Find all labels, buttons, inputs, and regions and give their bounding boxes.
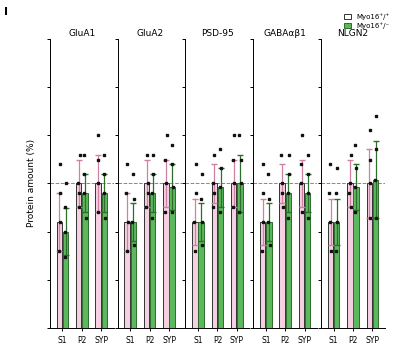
Bar <box>299 184 304 360</box>
Y-axis label: Protein amount (%): Protein amount (%) <box>27 139 36 228</box>
Bar <box>96 184 101 360</box>
Title: GABAαβ1: GABAαβ1 <box>264 30 307 39</box>
Bar <box>212 184 217 360</box>
Title: NLGN2: NLGN2 <box>338 30 368 39</box>
Legend: Myo16⁺/⁺, Myo16⁺/⁻: Myo16⁺/⁺, Myo16⁺/⁻ <box>341 11 392 32</box>
Bar <box>354 187 359 360</box>
Bar <box>198 222 204 360</box>
Title: GluA2: GluA2 <box>136 30 163 39</box>
Bar <box>76 184 82 360</box>
Bar <box>373 180 378 360</box>
Bar <box>237 184 243 360</box>
Bar <box>347 184 353 360</box>
Bar <box>218 187 223 360</box>
Bar <box>170 187 175 360</box>
Bar <box>63 231 68 360</box>
Bar <box>286 193 291 360</box>
Title: PSD-95: PSD-95 <box>201 30 234 39</box>
Bar <box>163 184 169 360</box>
Bar <box>231 184 236 360</box>
Bar <box>305 193 310 360</box>
Bar <box>366 184 372 360</box>
Bar <box>192 222 198 360</box>
Bar <box>266 222 272 360</box>
Bar <box>328 222 333 360</box>
Bar <box>57 222 62 360</box>
Bar <box>102 193 107 360</box>
Bar <box>334 222 340 360</box>
Text: I: I <box>4 7 8 17</box>
Bar <box>260 222 266 360</box>
Bar <box>144 184 149 360</box>
Bar <box>280 184 285 360</box>
Bar <box>150 193 156 360</box>
Title: GluA1: GluA1 <box>68 30 96 39</box>
Bar <box>82 193 88 360</box>
Bar <box>131 222 136 360</box>
Bar <box>124 222 130 360</box>
